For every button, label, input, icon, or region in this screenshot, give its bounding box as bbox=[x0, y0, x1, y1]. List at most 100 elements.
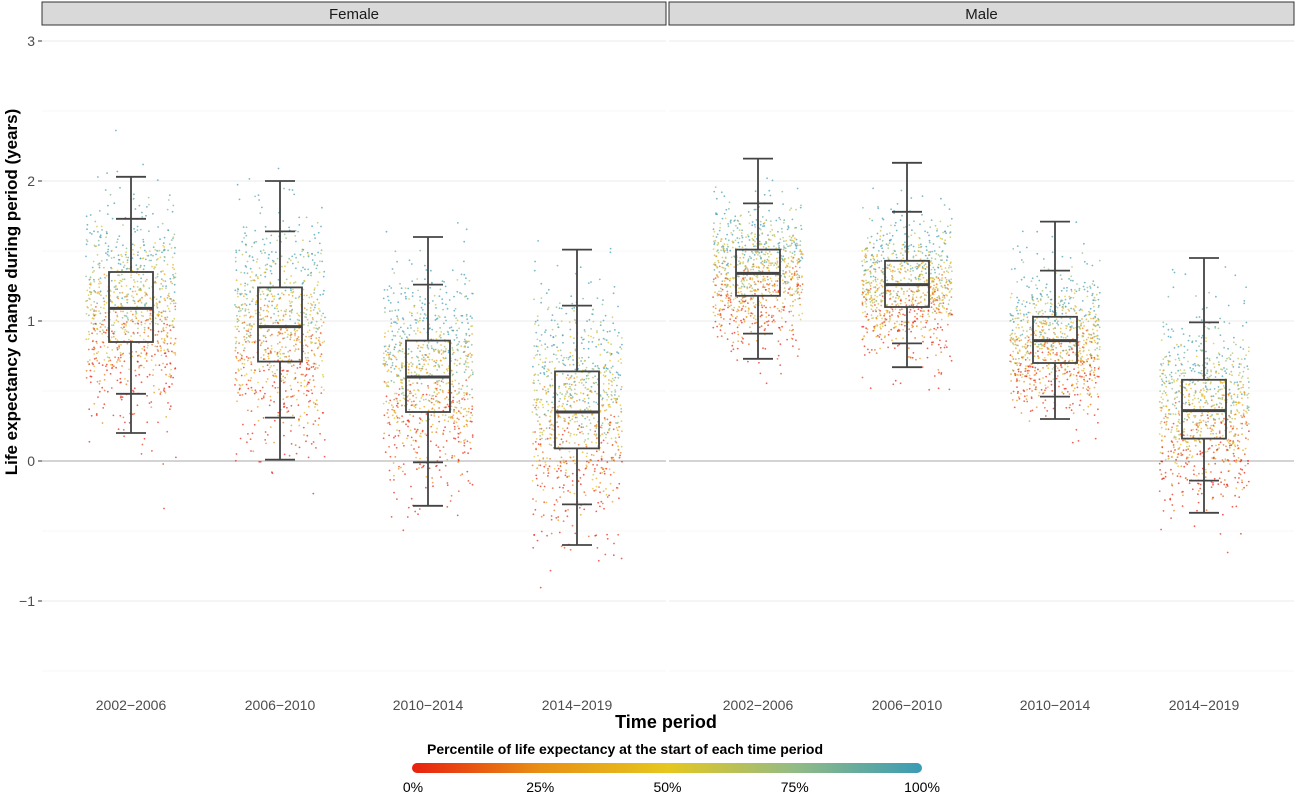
data-point bbox=[435, 444, 437, 446]
data-point bbox=[298, 297, 300, 299]
data-point bbox=[99, 313, 101, 315]
data-point bbox=[409, 384, 411, 386]
data-point bbox=[768, 288, 770, 290]
data-point bbox=[303, 312, 305, 314]
data-point bbox=[99, 331, 101, 333]
data-point bbox=[101, 226, 103, 228]
data-point bbox=[754, 234, 756, 236]
data-point bbox=[394, 444, 396, 446]
data-point bbox=[739, 246, 741, 248]
data-point bbox=[239, 384, 241, 386]
data-point bbox=[124, 265, 126, 267]
data-point bbox=[137, 328, 139, 330]
data-point bbox=[588, 397, 590, 399]
data-point bbox=[394, 310, 396, 312]
data-point bbox=[274, 420, 276, 422]
data-point bbox=[920, 301, 922, 303]
data-point bbox=[286, 279, 288, 281]
data-point bbox=[570, 397, 572, 399]
data-point bbox=[263, 395, 265, 397]
data-point bbox=[135, 208, 137, 210]
data-point bbox=[911, 300, 913, 302]
data-point bbox=[387, 386, 389, 388]
data-point bbox=[167, 343, 169, 345]
data-point bbox=[97, 329, 99, 331]
data-point bbox=[246, 330, 248, 332]
data-point bbox=[423, 357, 425, 359]
data-point bbox=[383, 360, 385, 362]
data-point bbox=[418, 446, 420, 448]
data-point bbox=[304, 412, 306, 414]
data-point bbox=[882, 286, 884, 288]
data-point bbox=[438, 407, 440, 409]
data-point bbox=[118, 235, 120, 237]
data-point bbox=[940, 265, 942, 267]
data-point bbox=[455, 359, 457, 361]
data-point bbox=[257, 406, 259, 408]
data-point bbox=[727, 307, 729, 309]
data-point bbox=[272, 260, 274, 262]
data-point bbox=[167, 209, 169, 211]
data-point bbox=[323, 341, 325, 343]
data-point bbox=[288, 294, 290, 296]
data-point bbox=[869, 218, 871, 220]
data-point bbox=[949, 208, 951, 210]
data-point bbox=[466, 471, 468, 473]
data-point bbox=[237, 290, 239, 292]
data-point bbox=[762, 225, 764, 227]
data-point bbox=[419, 296, 421, 298]
data-point bbox=[464, 451, 466, 453]
data-point bbox=[241, 355, 243, 357]
data-point bbox=[166, 335, 168, 337]
data-point bbox=[163, 349, 165, 351]
data-point bbox=[798, 277, 800, 279]
data-point bbox=[256, 261, 258, 263]
data-point bbox=[717, 242, 719, 244]
data-point bbox=[316, 268, 318, 270]
data-point bbox=[536, 354, 538, 356]
data-point bbox=[715, 264, 717, 266]
data-point bbox=[572, 460, 574, 462]
data-point bbox=[619, 374, 621, 376]
data-point bbox=[550, 419, 552, 421]
data-point bbox=[98, 293, 100, 295]
data-point bbox=[235, 251, 237, 253]
data-point bbox=[93, 270, 95, 272]
data-point bbox=[235, 347, 237, 349]
data-point bbox=[307, 303, 309, 305]
data-point bbox=[388, 402, 390, 404]
data-point bbox=[775, 220, 777, 222]
data-point bbox=[157, 250, 159, 252]
data-point bbox=[386, 412, 388, 414]
data-point bbox=[306, 367, 308, 369]
data-point bbox=[162, 280, 164, 282]
data-point bbox=[402, 529, 404, 531]
data-point bbox=[239, 359, 241, 361]
data-point bbox=[122, 278, 124, 280]
data-point bbox=[558, 401, 560, 403]
data-point bbox=[741, 309, 743, 311]
data-point bbox=[241, 375, 243, 377]
data-point bbox=[619, 455, 621, 457]
data-point bbox=[717, 276, 719, 278]
data-point bbox=[578, 469, 580, 471]
data-point bbox=[533, 380, 535, 382]
data-point bbox=[463, 351, 465, 353]
data-point bbox=[242, 363, 244, 365]
data-point bbox=[276, 376, 278, 378]
data-point bbox=[388, 446, 390, 448]
data-point bbox=[145, 259, 147, 261]
data-point bbox=[260, 250, 262, 252]
data-point bbox=[614, 394, 616, 396]
data-point bbox=[714, 269, 716, 271]
data-point bbox=[419, 331, 421, 333]
data-point bbox=[391, 322, 393, 324]
data-point bbox=[246, 298, 248, 300]
data-point bbox=[171, 351, 173, 353]
data-point bbox=[290, 336, 292, 338]
data-point bbox=[901, 248, 903, 250]
data-point bbox=[114, 331, 116, 333]
data-point bbox=[118, 428, 120, 430]
data-point bbox=[537, 420, 539, 422]
data-point bbox=[394, 335, 396, 337]
